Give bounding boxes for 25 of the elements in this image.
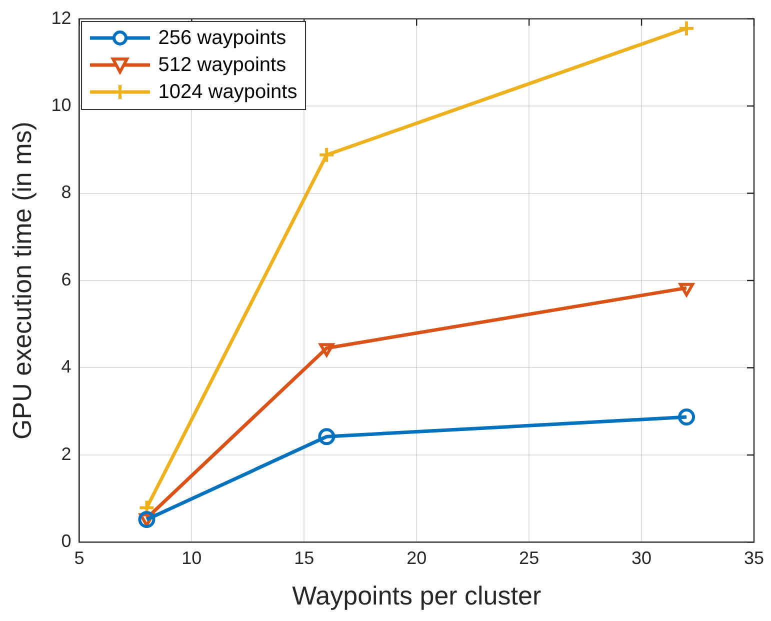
x-tick-label: 15 [294, 548, 314, 568]
point [678, 408, 696, 426]
legend-label: 1024 waypoints [158, 80, 298, 104]
y-tick-label: 12 [51, 8, 72, 28]
point [318, 146, 336, 164]
legend-label: 256 waypoints [158, 26, 286, 50]
point [319, 343, 334, 357]
point [678, 20, 696, 37]
x-tick-label: 25 [519, 548, 540, 568]
y-tick-label: 6 [61, 269, 72, 290]
x-tick-label: 20 [406, 548, 427, 568]
y-axis-title: GPU execution time (in ms) [6, 122, 37, 440]
x-tick-label: 30 [632, 548, 652, 568]
x-tick-label: 10 [182, 548, 202, 568]
x-tick-label: 35 [744, 548, 764, 568]
legend-label: 512 waypoints [158, 54, 286, 77]
point [678, 282, 694, 296]
y-tick-label: 8 [61, 182, 72, 202]
y-tick-label: 4 [61, 356, 72, 377]
x-tick-label: 5 [74, 548, 84, 568]
y-tick-label: 0 [61, 531, 72, 552]
point [318, 428, 336, 446]
y-tick-label: 10 [51, 95, 72, 115]
x-axis-title: Waypoints per cluster [292, 580, 542, 611]
y-tick-label: 2 [61, 444, 72, 464]
